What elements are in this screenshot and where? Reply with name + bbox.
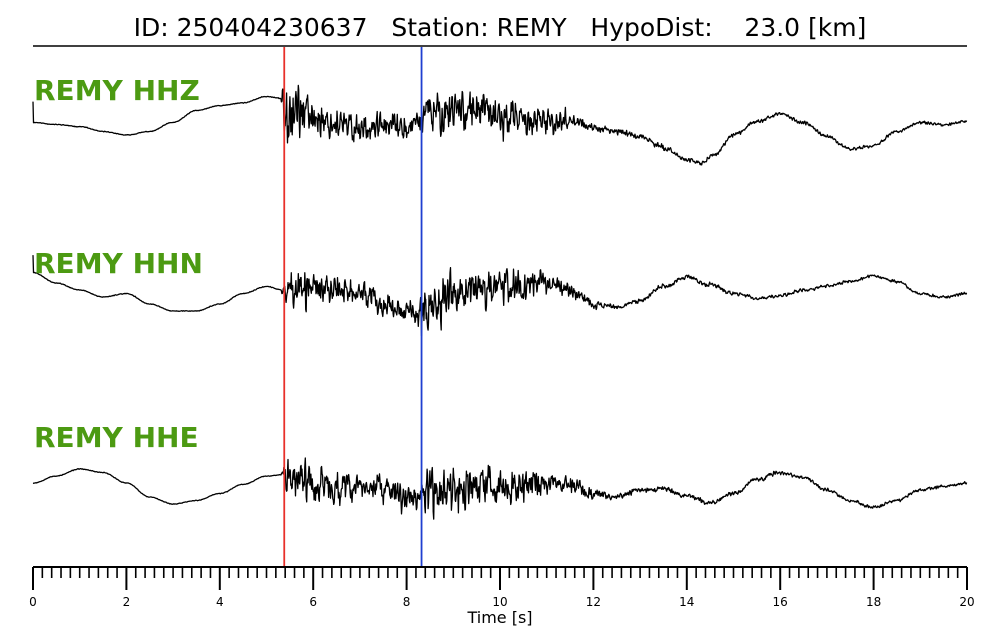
x-tick-label: 16 [773, 595, 788, 609]
x-tick-label: 4 [216, 595, 224, 609]
x-axis-label: Time [s] [466, 608, 532, 627]
channel-label-hhn: REMY HHN [34, 247, 203, 280]
x-tick-label: 12 [586, 595, 601, 609]
channel-label-hhz: REMY HHZ [34, 74, 200, 107]
x-tick-label: 8 [403, 595, 411, 609]
time-axis: 0 2 4 6 8 10 12 14 16 18 20 [29, 566, 975, 609]
trace-hhe [32, 457, 968, 520]
x-tick-label: 2 [123, 595, 131, 609]
picks-layer [283, 47, 423, 566]
trace-hhz [32, 84, 968, 166]
x-tick-label: 20 [959, 595, 974, 609]
x-tick-label: 10 [492, 595, 507, 609]
x-tick-label: 18 [866, 595, 881, 609]
traces-layer: REMY HHZ REMY HHN REMY HHE [32, 74, 968, 520]
trace-hhn [32, 255, 968, 337]
x-tick-label: 14 [679, 595, 694, 609]
channel-label-hhe: REMY HHE [34, 421, 199, 454]
x-tick-label: 6 [309, 595, 317, 609]
chart-title: ID: 250404230637 Station: REMY HypoDist:… [134, 13, 867, 42]
x-tick-label: 0 [29, 595, 37, 609]
